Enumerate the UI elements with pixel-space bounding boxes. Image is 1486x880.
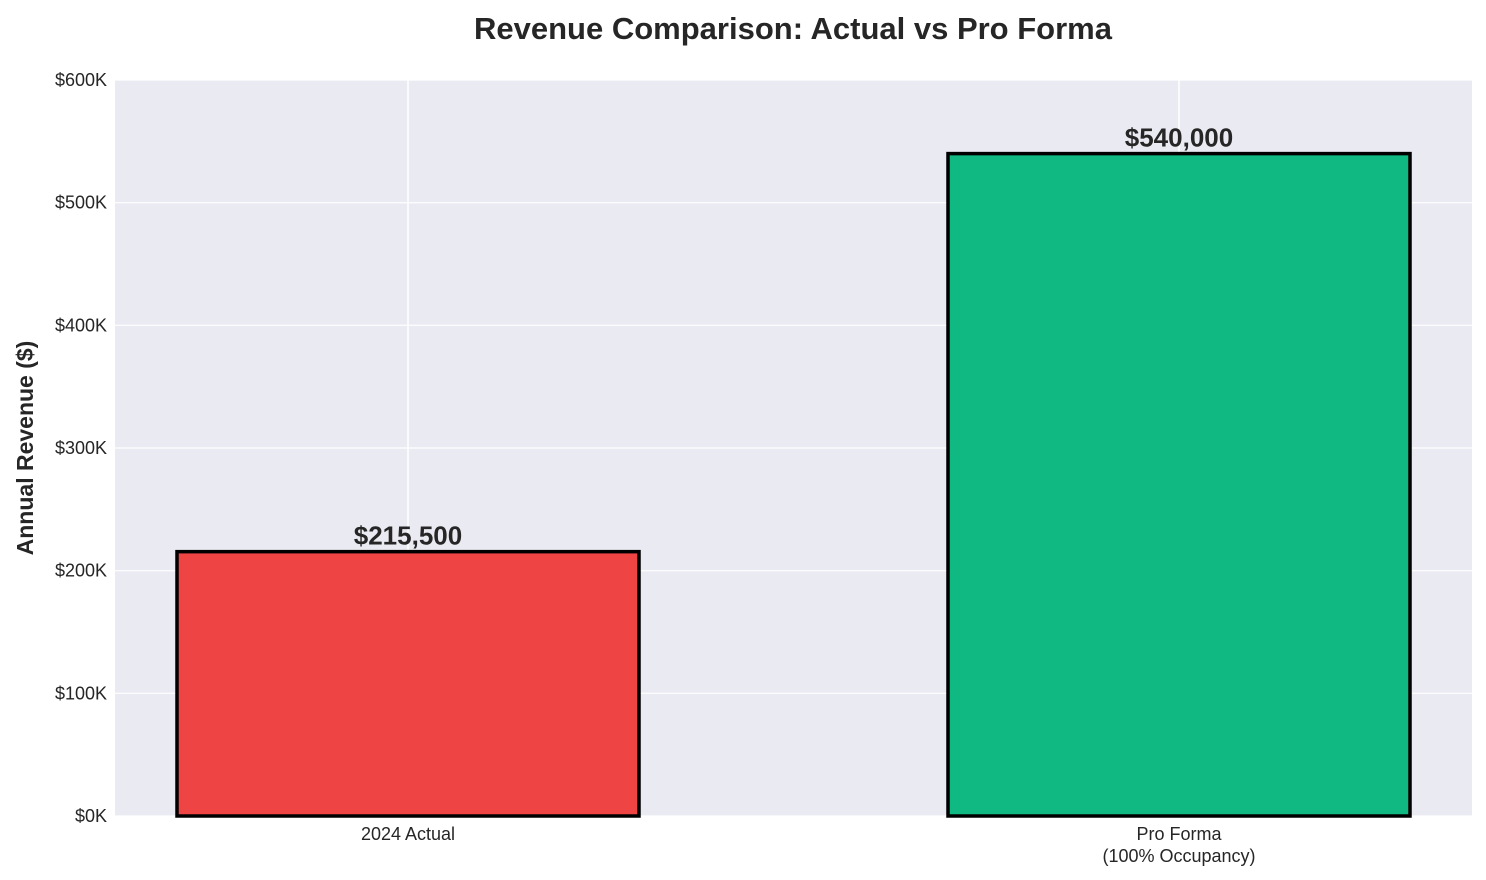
chart-title: Revenue Comparison: Actual vs Pro Forma	[474, 11, 1113, 46]
y-tick-label: $100K	[55, 683, 107, 703]
y-tick-label: $400K	[55, 315, 107, 335]
y-axis-label: Annual Revenue ($)	[12, 341, 38, 556]
data-label: $215,500	[354, 521, 462, 551]
x-tick-label: 2024 Actual	[361, 824, 455, 844]
y-tick-label: $0K	[75, 806, 107, 826]
bar	[175, 549, 641, 818]
y-tick-label: $300K	[55, 438, 107, 458]
x-tick-label: Pro Forma	[1136, 824, 1222, 844]
y-tick-label: $200K	[55, 561, 107, 581]
y-tick-label: $500K	[55, 193, 107, 213]
data-label: $540,000	[1125, 123, 1233, 153]
bar	[946, 151, 1412, 818]
x-tick-label: (100% Occupancy)	[1102, 846, 1255, 866]
y-tick-label: $600K	[55, 70, 107, 90]
